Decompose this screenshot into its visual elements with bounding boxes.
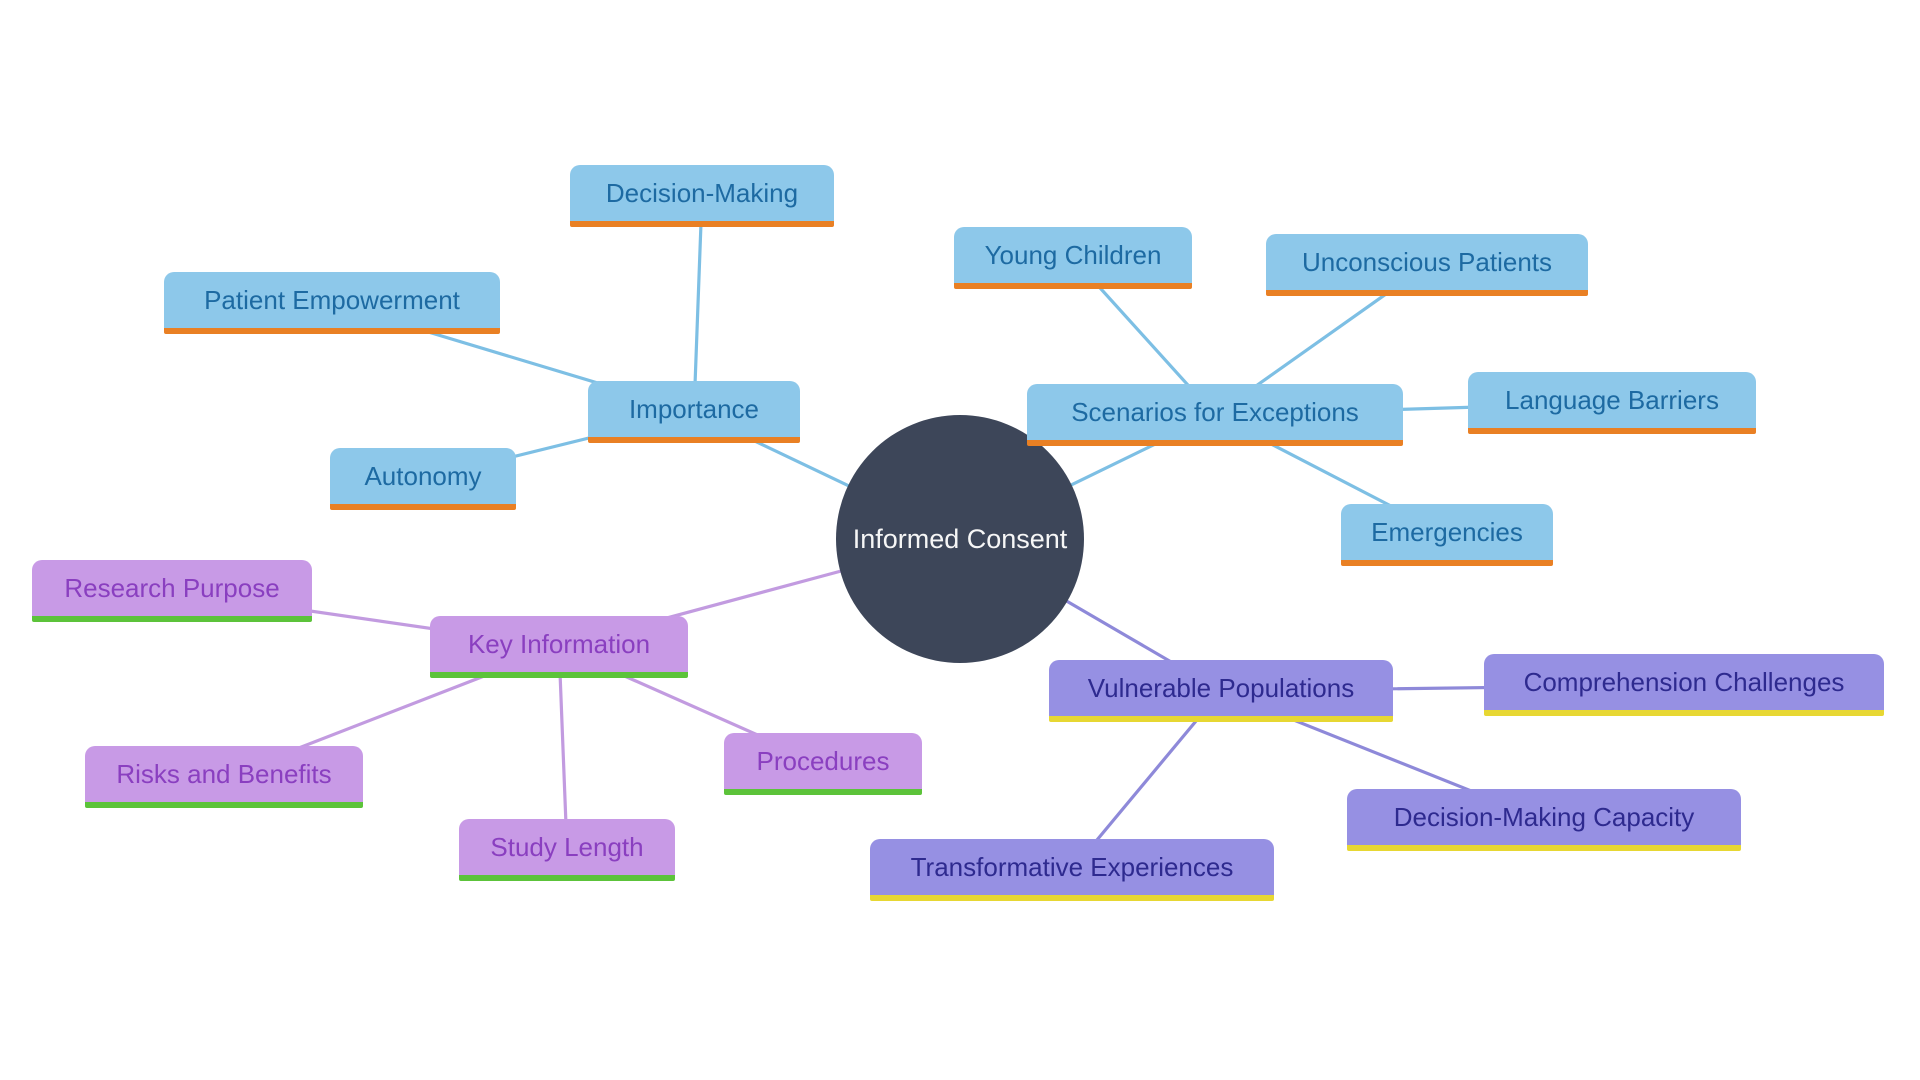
node-unconscious-patients: Unconscious Patients xyxy=(1266,234,1588,296)
node-scenarios: Scenarios for Exceptions xyxy=(1027,384,1403,446)
node-patient-empowerment: Patient Empowerment xyxy=(164,272,500,334)
node-risks-benefits: Risks and Benefits xyxy=(85,746,363,808)
node-research-purpose: Research Purpose xyxy=(32,560,312,622)
node-decision-making: Decision-Making xyxy=(570,165,834,227)
node-key-info: Key Information xyxy=(430,616,688,678)
node-emergencies: Emergencies xyxy=(1341,504,1553,566)
node-importance: Importance xyxy=(588,381,800,443)
node-procedures: Procedures xyxy=(724,733,922,795)
node-young-children: Young Children xyxy=(954,227,1192,289)
node-language-barriers: Language Barriers xyxy=(1468,372,1756,434)
center-node: Informed Consent xyxy=(836,415,1084,663)
node-autonomy: Autonomy xyxy=(330,448,516,510)
node-study-length: Study Length xyxy=(459,819,675,881)
node-dm-capacity: Decision-Making Capacity xyxy=(1347,789,1741,851)
node-vulnerable: Vulnerable Populations xyxy=(1049,660,1393,722)
node-comprehension: Comprehension Challenges xyxy=(1484,654,1884,716)
node-transformative: Transformative Experiences xyxy=(870,839,1274,901)
